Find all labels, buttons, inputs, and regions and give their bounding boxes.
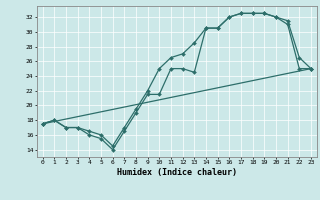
X-axis label: Humidex (Indice chaleur): Humidex (Indice chaleur) xyxy=(117,168,237,177)
